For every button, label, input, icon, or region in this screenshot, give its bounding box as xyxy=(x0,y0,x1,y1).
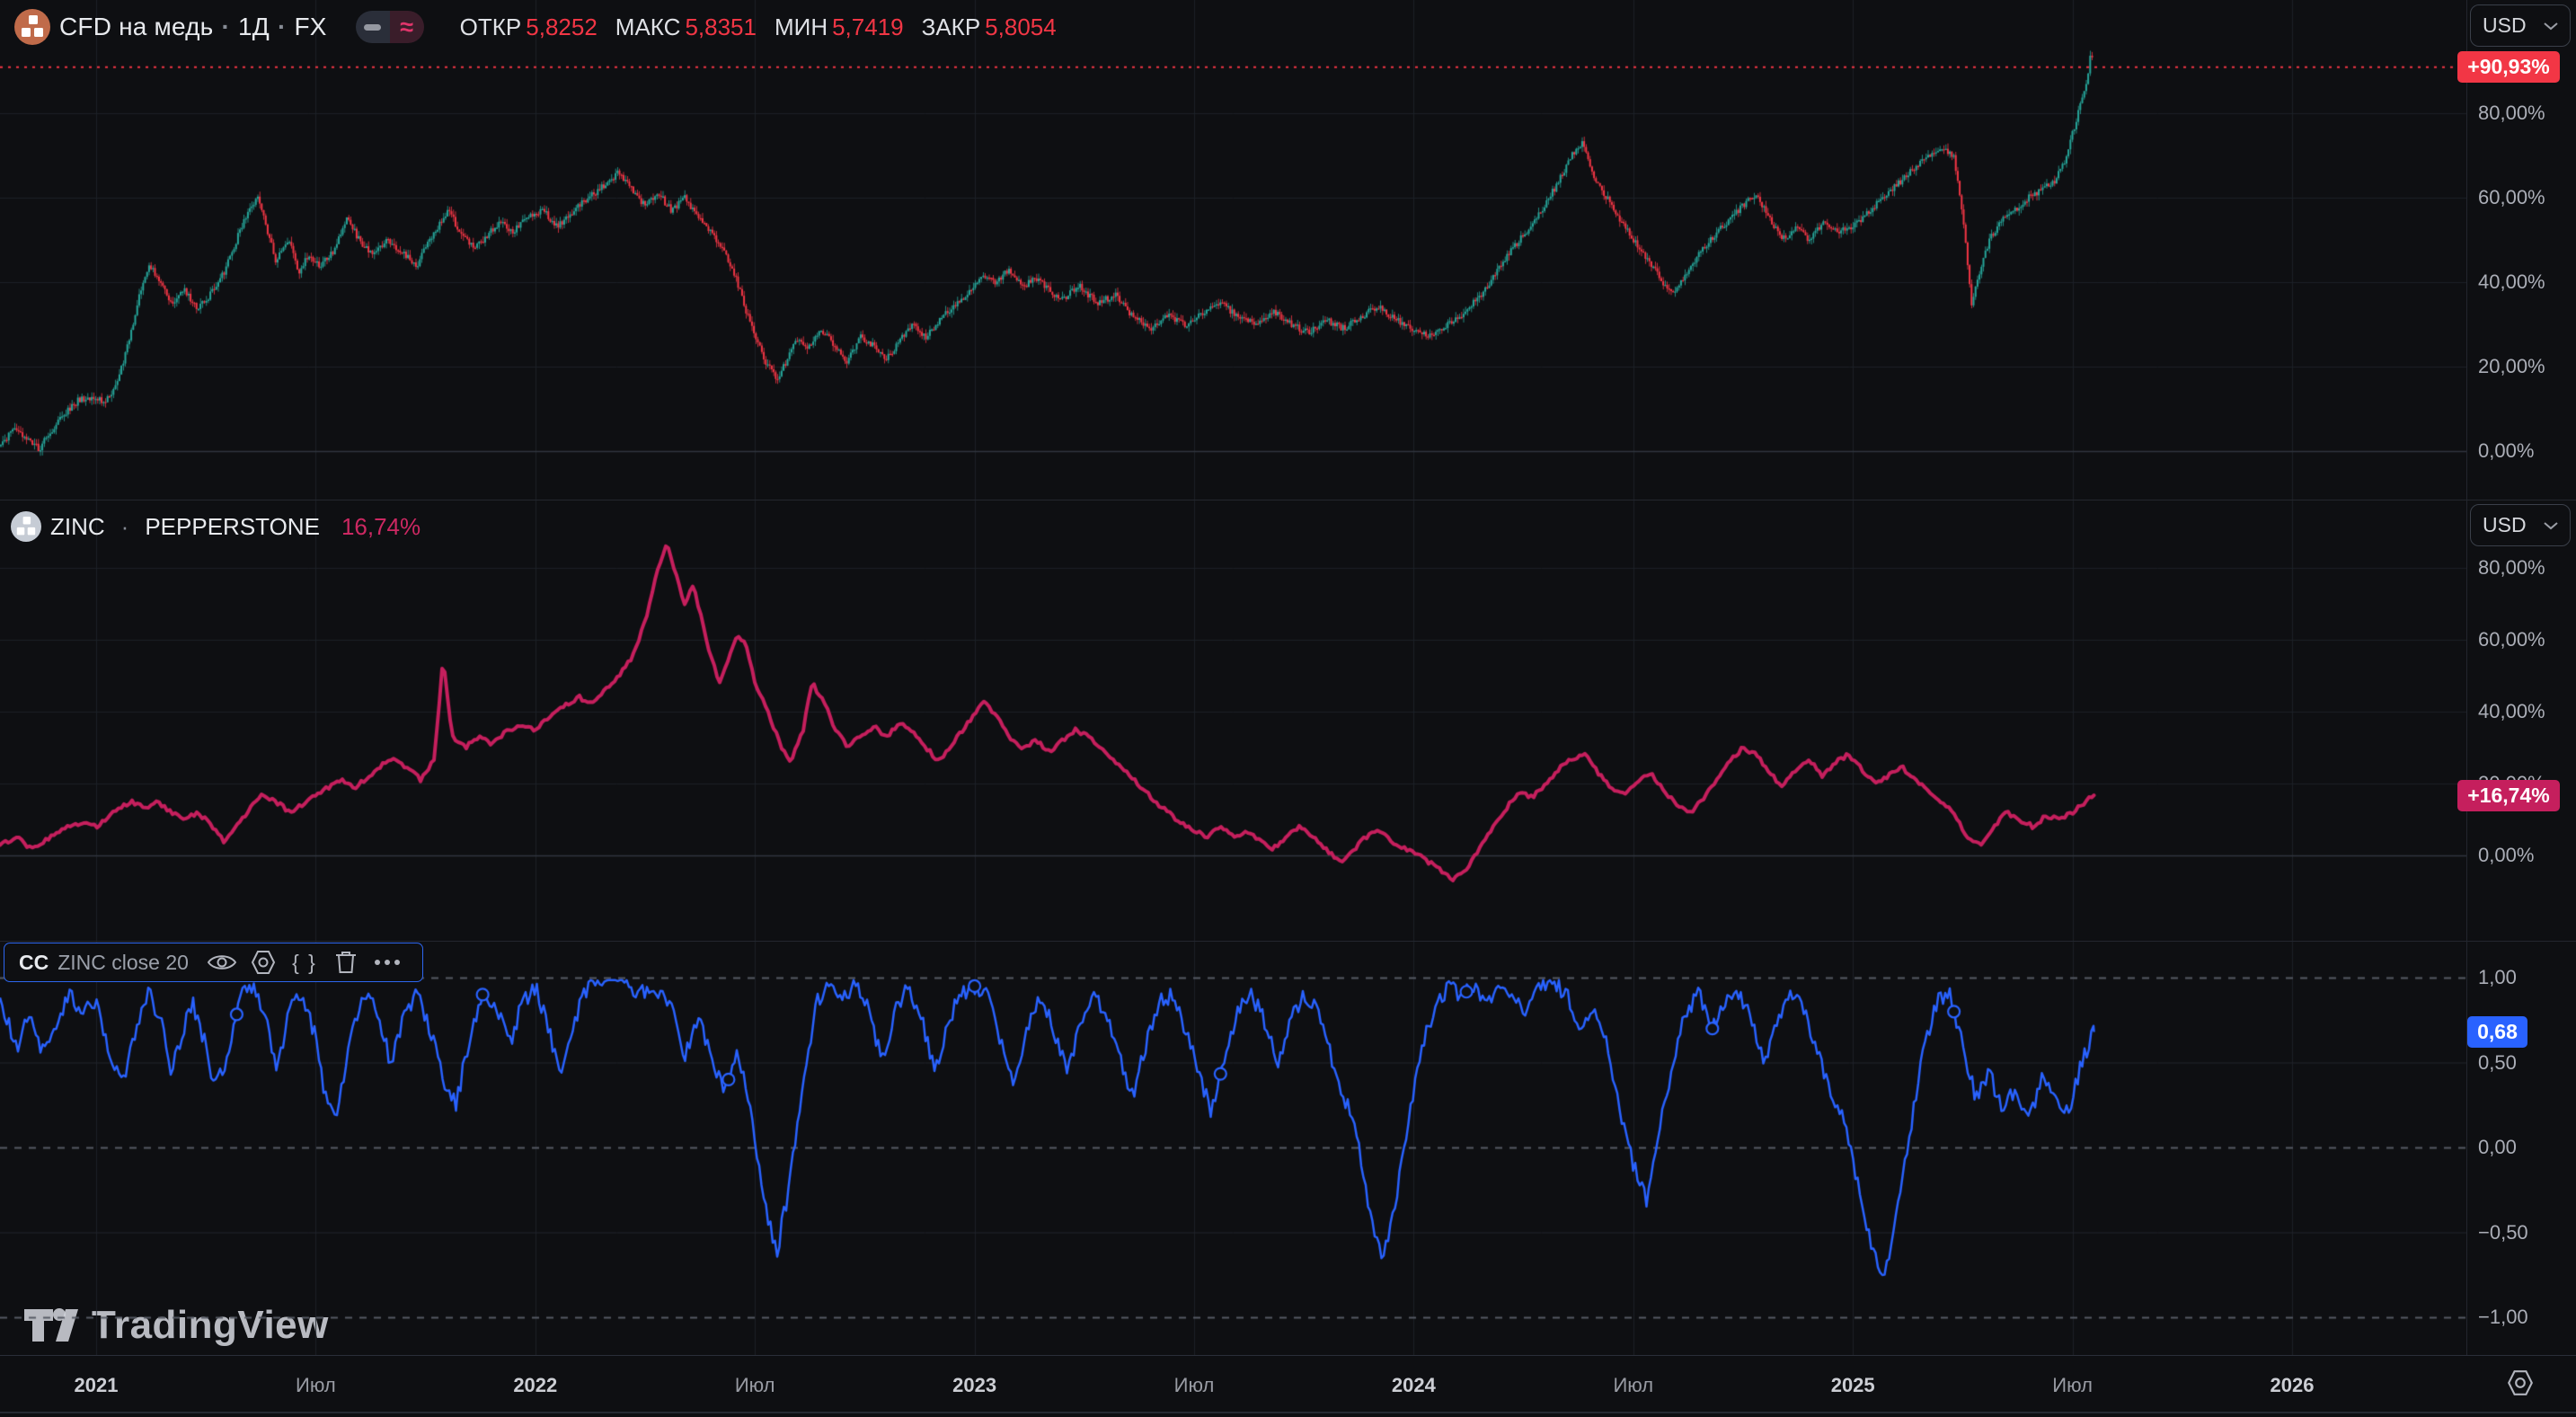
price-axis-label: 0,00% xyxy=(2478,844,2535,866)
price-axis-label: −0,50 xyxy=(2478,1220,2528,1244)
time-axis-year-label: 2026 xyxy=(2270,1374,2315,1396)
price-axis-label: 0,00% xyxy=(2478,439,2535,462)
low-label: МИН xyxy=(774,13,828,40)
high-value: 5,8351 xyxy=(685,13,757,40)
time-axis[interactable]: 2021 Июл 2022 Июл 2023 Июл 2024 Июл 2025 Июл 2026 xyxy=(0,1355,2576,1417)
eye-icon[interactable] xyxy=(201,946,243,979)
time-axis-month-label: Июл xyxy=(1173,1374,1215,1396)
price-axis-label: 60,00% xyxy=(2478,186,2545,208)
price-axis-label: 0,00 xyxy=(2478,1136,2517,1158)
title-separator: · xyxy=(277,13,287,40)
time-axis-year-label: 2023 xyxy=(952,1374,997,1396)
exchange-label[interactable]: FX xyxy=(294,13,327,40)
price-axis-label: 40,00% xyxy=(2478,700,2545,722)
currency-value: USD xyxy=(2483,513,2527,536)
time-axis-year-label: 2025 xyxy=(1830,1374,1875,1396)
open-value: 5,8252 xyxy=(526,13,598,40)
time-axis-month-label: Июл xyxy=(734,1374,775,1396)
copper-candlestick-chart[interactable] xyxy=(0,0,2466,500)
settings-icon[interactable] xyxy=(243,946,284,979)
price-axis-label: 80,00% xyxy=(2478,102,2545,124)
cc-last-value-badge: 0,68 xyxy=(2467,1016,2527,1048)
zinc-exchange-label[interactable]: PEPPERSTONE xyxy=(145,512,320,540)
symbol-title[interactable]: CFD на медь xyxy=(59,13,214,40)
chevron-down-icon xyxy=(2544,521,2558,529)
time-axis-settings-icon[interactable] xyxy=(2506,1368,2535,1397)
high-label: МАКС xyxy=(615,13,681,40)
window-bottom-edge xyxy=(0,1412,2576,1413)
more-options-icon[interactable] xyxy=(367,946,408,979)
copper-last-change-badge: +90,93% xyxy=(2457,51,2560,83)
line-style-toggle[interactable]: ≈ xyxy=(355,11,424,43)
indicator-name: CC xyxy=(19,950,49,974)
price-axis-label: 80,00% xyxy=(2478,556,2545,579)
correlation-indicator-chart[interactable] xyxy=(0,941,2466,1355)
approx-toggle-icon[interactable]: ≈ xyxy=(389,11,424,43)
source-code-icon[interactable]: { } xyxy=(292,950,317,974)
zinc-symbol-icon[interactable] xyxy=(11,511,41,542)
pane-resize-handle-2[interactable] xyxy=(0,941,2576,942)
minus-toggle-icon[interactable] xyxy=(355,11,390,43)
title-separator: · xyxy=(120,512,129,540)
zinc-symbol-header: ZINC · PEPPERSTONE 16,74% xyxy=(11,509,420,545)
time-axis-year-label: 2024 xyxy=(1391,1374,1436,1396)
price-axis-label: 0,50 xyxy=(2478,1050,2517,1074)
copper-symbol-icon[interactable] xyxy=(14,9,50,45)
zinc-symbol-title[interactable]: ZINC xyxy=(50,512,105,540)
close-value: 5,8054 xyxy=(985,13,1057,40)
price-axis-label: 1,00 xyxy=(2478,966,2517,988)
chevron-down-icon xyxy=(2544,22,2558,30)
currency-value: USD xyxy=(2483,13,2527,37)
time-axis-year-label: 2021 xyxy=(74,1374,119,1396)
open-label: ОТКР xyxy=(459,13,522,40)
indicator-params: ZINC close 20 xyxy=(58,950,189,974)
close-label: ЗАКР xyxy=(921,13,981,40)
title-separator: · xyxy=(221,13,231,40)
symbol-header: CFD на медь · 1Д · FX ≈ ОТКР 5,8252 МАКС 5… xyxy=(14,7,1057,47)
zinc-change-value: 16,74% xyxy=(341,512,421,540)
price-axis-label: −1,00 xyxy=(2478,1306,2528,1328)
price-axis-separator xyxy=(2466,0,2467,1355)
ohlc-readout: ОТКР 5,8252 МАКС 5,8351 МИН 5,7419 ЗАКР 5,80… xyxy=(460,13,1057,41)
price-axis-label: 60,00% xyxy=(2478,628,2545,651)
time-axis-month-label: Июл xyxy=(1613,1374,1654,1396)
price-axis-label: 20,00% xyxy=(2478,355,2545,377)
price-axis-label: 40,00% xyxy=(2478,270,2545,293)
time-axis-month-label: Июл xyxy=(296,1374,336,1396)
currency-dropdown-pane1[interactable]: USD xyxy=(2470,4,2571,47)
delete-icon[interactable] xyxy=(325,946,367,979)
zinc-line-chart[interactable] xyxy=(0,500,2466,941)
currency-dropdown-pane2[interactable]: USD xyxy=(2470,504,2571,546)
time-axis-month-label: Июл xyxy=(2052,1374,2093,1396)
low-value: 5,7419 xyxy=(832,13,904,40)
zinc-last-change-badge: +16,74% xyxy=(2457,780,2560,811)
cc-indicator-legend[interactable]: CC ZINC close 20 { } xyxy=(4,943,423,982)
time-axis-year-label: 2022 xyxy=(513,1374,558,1396)
interval-label[interactable]: 1Д xyxy=(238,13,270,40)
